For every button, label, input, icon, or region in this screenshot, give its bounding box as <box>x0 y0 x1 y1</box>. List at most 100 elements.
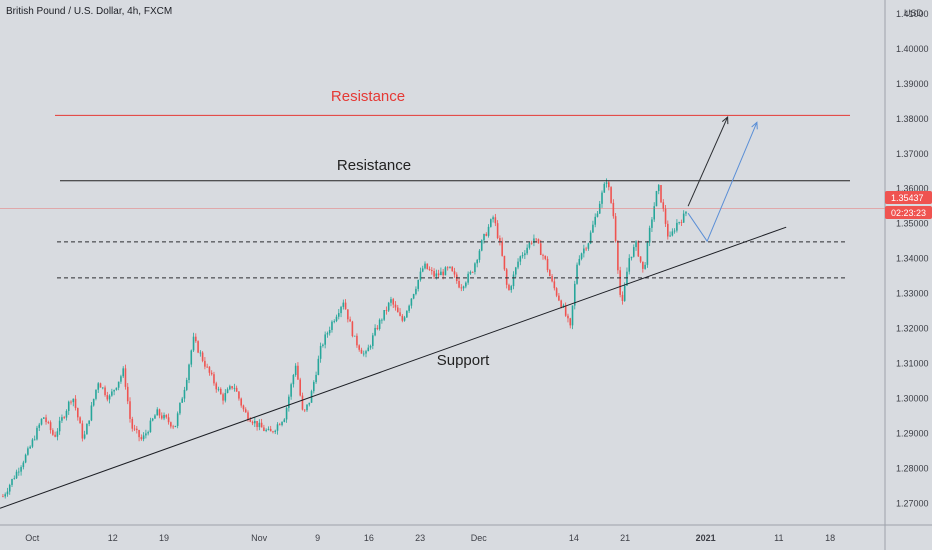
candle-body <box>483 233 485 241</box>
y-tick-label: 1.34000 <box>896 254 929 264</box>
candle-body <box>653 206 655 220</box>
y-tick-label: 1.33000 <box>896 289 929 299</box>
candle-body <box>533 238 535 244</box>
candle-body <box>485 233 488 236</box>
candle-body <box>392 299 395 305</box>
candle-body <box>72 398 75 403</box>
candle-body <box>553 281 556 289</box>
candle-body <box>453 271 456 275</box>
last-price-value: 1.35437 <box>891 193 924 203</box>
candle-body <box>514 267 517 275</box>
candle-body <box>442 271 444 276</box>
candle-body <box>192 336 195 351</box>
candle-body <box>2 496 4 498</box>
candle-body <box>224 392 227 401</box>
candle-body <box>65 410 68 418</box>
candle-body <box>210 372 213 375</box>
candle-body <box>673 230 676 232</box>
candle-body <box>421 268 424 272</box>
candle-body <box>61 417 63 421</box>
candle-body <box>437 273 440 276</box>
y-tick-label: 1.35000 <box>896 219 929 229</box>
candle-body <box>539 243 542 255</box>
candle-body <box>74 398 77 409</box>
candle-body <box>117 381 120 388</box>
candle-body <box>40 418 43 425</box>
candle-body <box>347 309 349 320</box>
candle-body <box>115 387 118 390</box>
candle-body <box>480 240 483 251</box>
chart-title: British Pound / U.S. Dollar, 4h, FXCM <box>6 6 172 17</box>
y-tick-label: 1.40000 <box>896 44 929 54</box>
candle-body <box>49 422 52 431</box>
y-tick-label: 1.32000 <box>896 324 929 334</box>
candle-body <box>260 422 263 428</box>
candle-body <box>97 383 100 390</box>
candle-body <box>124 368 127 387</box>
candle-body <box>322 344 324 346</box>
candle-body <box>285 407 288 420</box>
candle-body <box>24 454 27 463</box>
candle-body <box>365 351 367 354</box>
candle-body <box>258 422 261 428</box>
candle-body <box>167 417 170 423</box>
candle-body <box>381 319 383 321</box>
candle-body <box>86 423 88 435</box>
candle-body <box>594 216 596 225</box>
candle-body <box>185 380 188 390</box>
x-tick-label: 14 <box>569 533 579 543</box>
candle-body <box>283 419 286 422</box>
candle-body <box>147 432 149 434</box>
candle-body <box>378 319 381 329</box>
candle-body <box>537 239 540 244</box>
last-price-badge: 1.35437 <box>885 191 932 204</box>
x-tick-label: Dec <box>471 533 488 543</box>
candle-body <box>576 264 578 284</box>
candle-body <box>490 219 492 227</box>
y-tick-label: 1.29000 <box>896 428 929 438</box>
candle-body <box>408 305 410 311</box>
candle-body <box>564 305 567 316</box>
candle-body <box>238 391 240 399</box>
candle-body <box>546 258 549 271</box>
candle-body <box>6 491 9 495</box>
candle-body <box>333 321 336 322</box>
candle-body <box>111 391 113 396</box>
candle-body <box>394 304 397 308</box>
candle-body <box>424 263 426 269</box>
candle-body <box>81 423 84 439</box>
candle-body <box>428 269 431 271</box>
candle-body <box>181 398 183 403</box>
candle-body <box>222 394 224 401</box>
candle-body <box>573 283 576 306</box>
candle-body <box>154 415 156 419</box>
candle-body <box>567 315 569 319</box>
candle-body <box>580 253 583 259</box>
candle-body <box>596 213 599 217</box>
candle-body <box>664 208 667 224</box>
candle-body <box>530 242 533 244</box>
candle-body <box>410 298 413 306</box>
candle-body <box>297 365 299 380</box>
candle-body <box>299 379 301 396</box>
candle-body <box>54 434 56 437</box>
candle-body <box>201 352 204 361</box>
candle-body <box>639 256 642 262</box>
candle-body <box>328 329 331 334</box>
candle-body <box>247 412 249 420</box>
candle-body <box>358 345 360 350</box>
candle-body <box>83 434 86 439</box>
candle-body <box>637 241 640 257</box>
candle-body <box>685 211 687 214</box>
candle-body <box>487 226 490 236</box>
candle-body <box>642 261 644 269</box>
candle-body <box>269 428 272 432</box>
candle-body <box>204 360 206 367</box>
candle-body <box>524 253 526 256</box>
candle-body <box>251 421 254 424</box>
candle-body <box>369 345 372 348</box>
candle-body <box>36 427 38 440</box>
candle-body <box>660 185 662 203</box>
candle-body <box>494 217 497 224</box>
